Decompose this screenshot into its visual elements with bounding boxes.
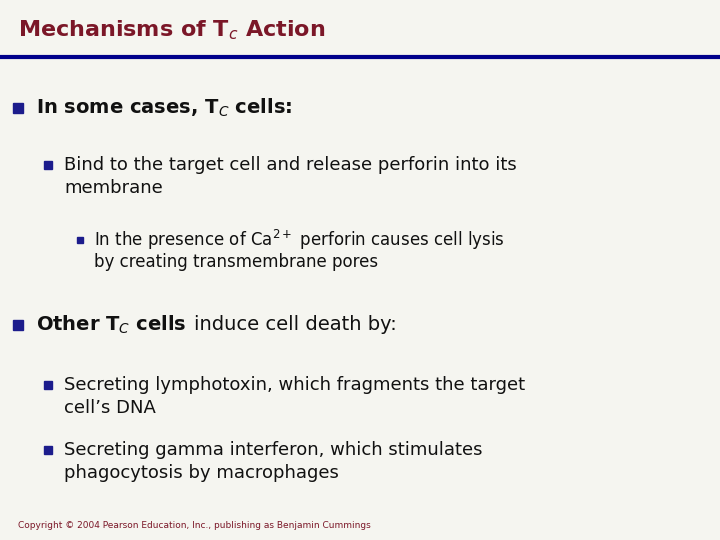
Text: In some cases, T$_C$ cells:: In some cases, T$_C$ cells: [36,97,292,119]
Text: induce cell death by:: induce cell death by: [194,315,397,334]
Text: Bind to the target cell and release perforin into its: Bind to the target cell and release perf… [64,156,517,174]
Text: by creating transmembrane pores: by creating transmembrane pores [94,253,378,271]
Text: phagocytosis by macrophages: phagocytosis by macrophages [64,464,339,482]
Text: membrane: membrane [64,179,163,197]
Text: Other T$_C$ cells: Other T$_C$ cells [36,314,187,336]
Text: Secreting lymphotoxin, which fragments the target: Secreting lymphotoxin, which fragments t… [64,376,525,394]
Text: Mechanisms of T$_c$ Action: Mechanisms of T$_c$ Action [18,18,325,42]
Text: cell’s DNA: cell’s DNA [64,399,156,417]
Text: In the presence of Ca$^{2+}$ perforin causes cell lysis: In the presence of Ca$^{2+}$ perforin ca… [94,228,505,252]
Text: Secreting gamma interferon, which stimulates: Secreting gamma interferon, which stimul… [64,441,482,459]
Text: Copyright © 2004 Pearson Education, Inc., publishing as Benjamin Cummings: Copyright © 2004 Pearson Education, Inc.… [18,521,371,530]
